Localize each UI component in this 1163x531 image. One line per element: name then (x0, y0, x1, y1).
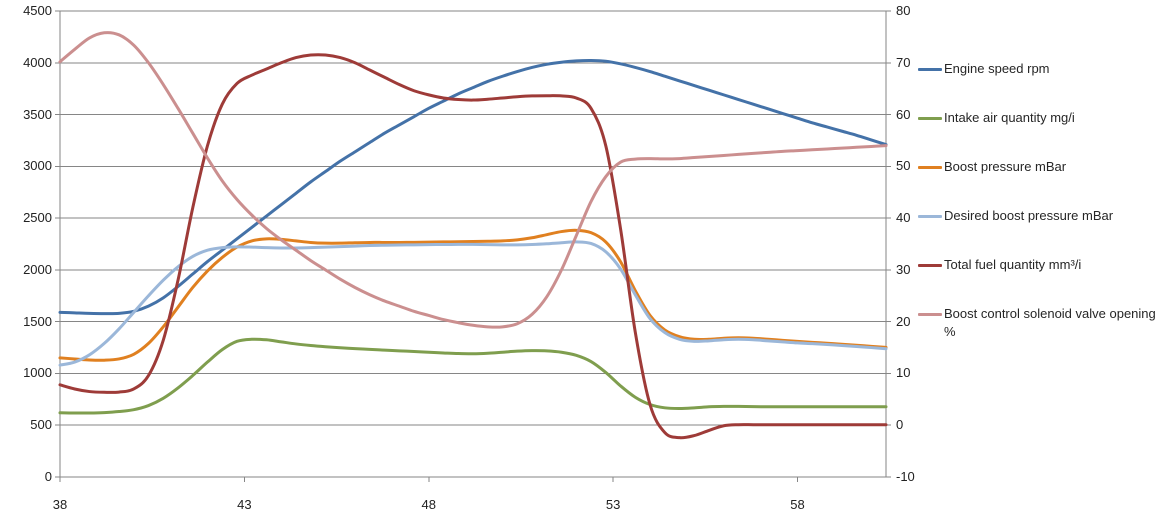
legend-item-label: Boost pressure mBar (944, 159, 1067, 174)
legend-item-label: Total fuel quantity mm³/i (944, 257, 1082, 272)
x-axis-tick-label: 58 (790, 497, 805, 512)
y-axis-left-tick-label: 1000 (23, 365, 52, 381)
legend-item[interactable]: Intake air quantity mg/i (918, 99, 1158, 148)
y-axis-left-tick-label: 4500 (23, 3, 52, 18)
y-axis-right-tick-label: 20 (896, 313, 911, 329)
series-line-1 (58, 58, 888, 316)
y-axis-left-tick-label: 500 (30, 417, 52, 433)
y-axis-right-tick-label: 30 (896, 261, 911, 277)
y-axis-right-tick-label: -10 (896, 469, 915, 484)
legend-item[interactable]: Boost pressure mBar (918, 148, 1158, 197)
legend-item[interactable]: Boost control solenoid valve opening % (918, 295, 1158, 344)
x-axis-tick-label: 43 (237, 497, 252, 512)
x-axis-tick-label: 53 (605, 497, 621, 512)
y-axis-right-tick-label: 50 (896, 158, 911, 174)
gridlines-group (60, 10, 886, 478)
series-line-5 (58, 53, 888, 440)
legend-swatch-icon (918, 264, 942, 267)
y-axis-right-tick-label: 60 (896, 106, 911, 122)
y-axis-left-tick-label: 4000 (23, 54, 52, 70)
legend-item[interactable]: Engine speed rpm (918, 50, 1158, 99)
y-axis-right-tick-label: 10 (896, 365, 911, 381)
legend-item[interactable]: Total fuel quantity mm³/i (918, 246, 1158, 295)
y-axis-right-tick-label: 80 (896, 3, 911, 18)
legend-item[interactable]: Desired boost pressure mBar (918, 197, 1158, 246)
y-axis-left-tick-label: 1500 (23, 313, 52, 329)
legend-swatch-icon (918, 68, 942, 71)
y-axis-left-tick-label: 3000 (23, 158, 52, 174)
y-axis-left-tick-label: 2500 (23, 210, 52, 226)
series-line-2 (58, 337, 888, 415)
tick-marks-group (55, 10, 891, 482)
x-axis-tick-label: 48 (421, 497, 436, 512)
legend-item-label: Intake air quantity mg/i (944, 110, 1075, 125)
series-line-4 (58, 240, 888, 367)
series-lines-group (58, 31, 888, 440)
legend-swatch-icon (918, 313, 942, 316)
legend-item-label: Boost control solenoid valve opening % (944, 306, 1156, 339)
chart-legend: Engine speed rpm Intake air quantity mg/i… (918, 50, 1158, 344)
y-axis-left-tick-label: 2000 (23, 261, 52, 277)
legend-swatch-icon (918, 166, 942, 169)
legend-swatch-icon (918, 117, 942, 120)
legend-swatch-icon (918, 215, 942, 218)
series-line-6 (58, 31, 888, 329)
x-axis-tick-label: 38 (52, 497, 68, 512)
y-axis-right-tick-label: 0 (896, 417, 904, 433)
y-axis-left-tick-label: 3500 (23, 106, 52, 122)
series-line-3 (58, 228, 888, 362)
legend-item-label: Desired boost pressure mBar (944, 208, 1114, 223)
y-axis-left-tick-label: 0 (44, 469, 52, 484)
axis-lines-group (59, 11, 887, 478)
y-axis-right-tick-label: 70 (896, 54, 911, 70)
y-axis-right-tick-label: 40 (896, 210, 911, 226)
legend-item-label: Engine speed rpm (944, 61, 1050, 76)
